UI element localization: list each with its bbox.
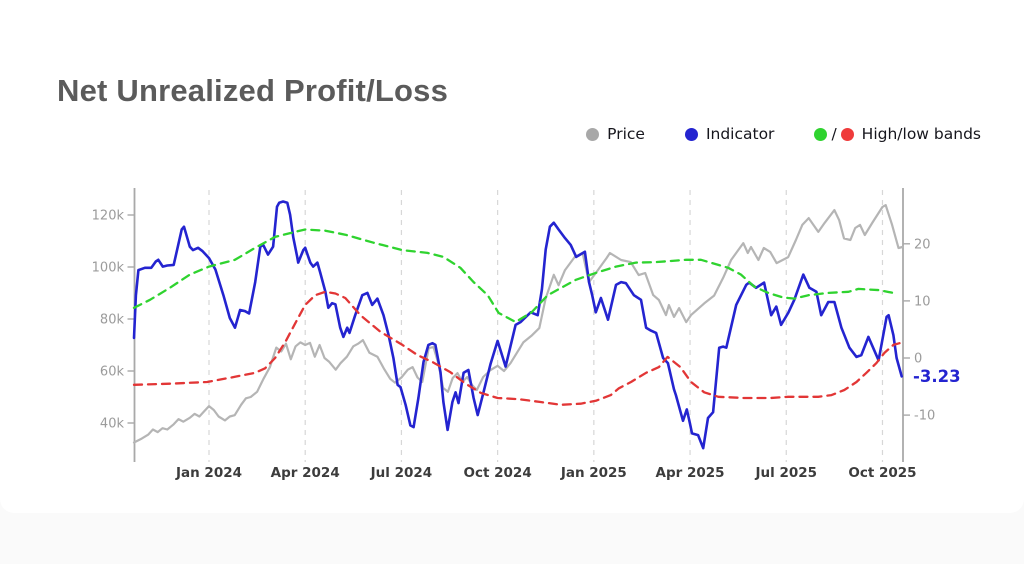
x-tick-label: Jul 2024 <box>370 465 433 481</box>
left-axis-tick-label: 80k <box>100 313 125 328</box>
price-swatch-icon <box>586 127 600 141</box>
indicator-swatch-icon <box>684 127 698 141</box>
series-low-band <box>132 290 901 406</box>
series-indicator <box>132 200 904 450</box>
x-tick-label: Jan 2024 <box>175 465 242 481</box>
right-axis-tick-label: 20 <box>914 237 931 252</box>
series-high-band <box>132 228 895 324</box>
legend-label-bands: High/low bands <box>861 125 981 143</box>
chart-legend: Price Indicator / High/low bands <box>586 125 981 143</box>
indicator-last-value-label: -3.23 <box>913 367 961 386</box>
x-tick-label: Apr 2024 <box>271 465 340 481</box>
legend-item-bands[interactable]: / High/low bands <box>814 125 981 143</box>
page-title: Net Unrealized Profit/Loss <box>57 72 449 108</box>
high-band-swatch-icon <box>814 127 828 141</box>
left-axis-tick-label: 40k <box>100 417 125 432</box>
right-axis-tick-label: 10 <box>914 294 931 309</box>
legend-label-price: Price <box>607 125 645 143</box>
x-tick-label: Apr 2025 <box>656 465 725 481</box>
x-tick-label: Jan 2025 <box>560 465 627 481</box>
low-band-swatch-icon <box>840 127 854 141</box>
legend-item-indicator[interactable]: Indicator <box>684 125 775 143</box>
x-tick-label: Jul 2025 <box>754 465 817 481</box>
legend-item-price[interactable]: Price <box>586 125 645 143</box>
band-separator: / <box>831 125 837 143</box>
legend-label-indicator: Indicator <box>705 125 775 143</box>
left-axis-tick-label: 60k <box>100 365 125 380</box>
left-axis-tick-label: 120k <box>92 209 125 224</box>
x-tick-label: Oct 2025 <box>848 465 916 481</box>
right-axis-tick-label: 0 <box>914 352 922 367</box>
left-axis-tick-label: 100k <box>92 261 125 276</box>
right-axis-tick-label: -10 <box>914 409 935 424</box>
x-tick-label: Oct 2024 <box>464 465 532 481</box>
